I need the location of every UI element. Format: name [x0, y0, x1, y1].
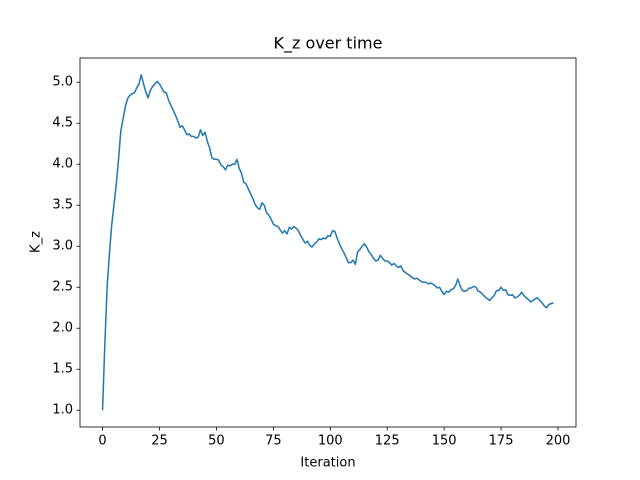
x-tick-label: 125 [375, 434, 400, 449]
y-tick-label: 3.5 [52, 198, 73, 213]
y-tick-label: 2.5 [52, 280, 73, 295]
x-tick-label: 75 [265, 434, 282, 449]
x-tick-label: 200 [546, 434, 571, 449]
x-tick-label: 175 [489, 434, 514, 449]
y-axis-label: K_z [29, 231, 44, 253]
x-axis-label: Iteration [300, 456, 355, 471]
y-tick-label: 2.0 [52, 321, 73, 336]
x-tick-label: 150 [432, 434, 457, 449]
y-tick-label: 5.0 [52, 75, 73, 90]
chart-title: K_z over time [274, 34, 383, 54]
data-line [101, 74, 554, 411]
y-tick-label: 1.0 [52, 403, 73, 418]
y-tick-label: 3.0 [52, 239, 73, 254]
y-tick-label: 1.5 [52, 362, 73, 377]
x-tick-label: 50 [208, 434, 225, 449]
axes-frame [79, 57, 577, 428]
x-tick-label: 100 [318, 434, 343, 449]
x-tick-label: 25 [151, 434, 168, 449]
x-tick-label: 0 [98, 434, 106, 449]
y-tick-label: 4.0 [52, 157, 73, 172]
y-tick-label: 4.5 [52, 116, 73, 131]
